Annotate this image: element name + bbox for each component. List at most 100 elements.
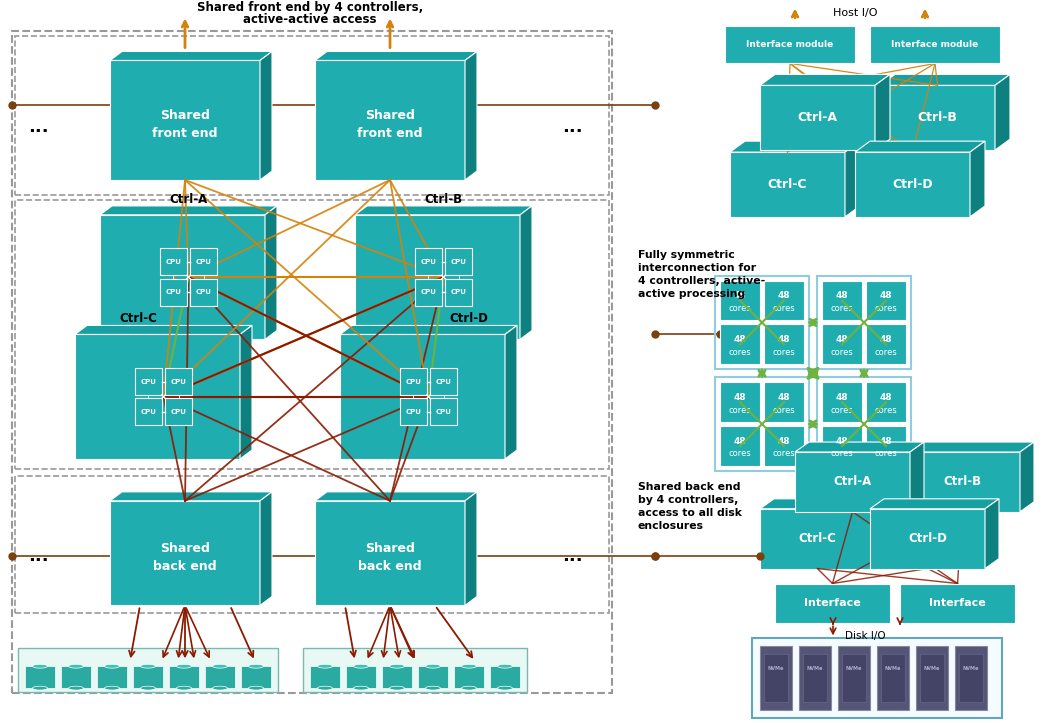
Polygon shape (985, 499, 999, 568)
Polygon shape (760, 74, 890, 85)
Ellipse shape (318, 664, 332, 668)
Text: ...: ... (561, 118, 582, 136)
Ellipse shape (69, 664, 83, 668)
Text: CPU: CPU (450, 289, 466, 295)
Text: cores: cores (729, 348, 751, 357)
Text: CPU: CPU (405, 409, 421, 415)
Ellipse shape (425, 664, 441, 668)
Text: 48: 48 (880, 335, 893, 344)
FancyBboxPatch shape (18, 649, 279, 692)
Text: CPU: CPU (436, 379, 452, 385)
Text: Ctrl-B: Ctrl-B (943, 476, 981, 489)
Text: Interface module: Interface module (891, 40, 979, 49)
Text: Ctrl-A: Ctrl-A (170, 193, 208, 206)
Text: Ctrl-D: Ctrl-D (449, 312, 487, 325)
Text: CPU: CPU (405, 379, 421, 385)
FancyBboxPatch shape (866, 325, 906, 364)
Polygon shape (75, 325, 252, 335)
Ellipse shape (425, 686, 441, 690)
Polygon shape (880, 74, 1010, 85)
Text: 48: 48 (733, 291, 746, 300)
FancyBboxPatch shape (838, 646, 870, 710)
Text: cores: cores (830, 450, 853, 458)
FancyBboxPatch shape (822, 426, 862, 466)
Text: Ctrl-A: Ctrl-A (833, 476, 871, 489)
Text: cores: cores (830, 304, 853, 313)
Ellipse shape (33, 686, 47, 690)
Text: 48: 48 (778, 437, 790, 446)
FancyBboxPatch shape (61, 666, 91, 688)
Polygon shape (110, 492, 272, 501)
Polygon shape (110, 501, 260, 605)
Text: cores: cores (772, 450, 795, 458)
Text: cores: cores (772, 406, 795, 415)
FancyBboxPatch shape (920, 654, 944, 702)
FancyBboxPatch shape (166, 398, 192, 425)
FancyBboxPatch shape (725, 25, 855, 64)
Polygon shape (855, 141, 985, 152)
Text: 48: 48 (880, 437, 893, 446)
Text: 48: 48 (778, 335, 790, 344)
Polygon shape (730, 152, 845, 217)
Polygon shape (760, 499, 889, 509)
Text: NVMe: NVMe (885, 666, 901, 671)
Text: front end: front end (358, 127, 423, 140)
FancyBboxPatch shape (822, 281, 862, 320)
Text: CPU: CPU (436, 409, 452, 415)
FancyBboxPatch shape (159, 249, 187, 275)
FancyBboxPatch shape (959, 654, 983, 702)
Text: Ctrl-B: Ctrl-B (424, 193, 462, 206)
Text: Interface module: Interface module (746, 40, 833, 49)
FancyBboxPatch shape (764, 325, 804, 364)
FancyBboxPatch shape (760, 646, 792, 710)
FancyBboxPatch shape (720, 426, 760, 466)
Text: cores: cores (875, 348, 898, 357)
Text: CPU: CPU (171, 409, 187, 415)
FancyBboxPatch shape (955, 646, 987, 710)
FancyBboxPatch shape (842, 654, 866, 702)
FancyBboxPatch shape (310, 666, 340, 688)
Text: Shared: Shared (160, 542, 210, 555)
Text: 48: 48 (733, 335, 746, 344)
FancyBboxPatch shape (764, 654, 788, 702)
Text: Ctrl-B: Ctrl-B (918, 111, 958, 124)
FancyBboxPatch shape (169, 666, 199, 688)
FancyBboxPatch shape (205, 666, 235, 688)
FancyBboxPatch shape (490, 666, 520, 688)
FancyBboxPatch shape (415, 279, 442, 306)
Text: CPU: CPU (166, 259, 181, 265)
Polygon shape (760, 85, 875, 150)
Ellipse shape (461, 686, 477, 690)
Text: Shared: Shared (365, 542, 415, 555)
Text: CPU: CPU (166, 289, 181, 295)
Text: NVMe: NVMe (924, 666, 940, 671)
Text: 48: 48 (880, 393, 893, 402)
Polygon shape (315, 492, 477, 501)
FancyBboxPatch shape (822, 382, 862, 422)
FancyBboxPatch shape (866, 426, 906, 466)
Polygon shape (465, 492, 477, 605)
FancyBboxPatch shape (866, 281, 906, 320)
FancyBboxPatch shape (720, 281, 760, 320)
Text: Ctrl-C: Ctrl-C (119, 312, 157, 325)
Ellipse shape (318, 686, 332, 690)
Text: Ctrl-D: Ctrl-D (893, 178, 933, 191)
Polygon shape (910, 442, 924, 512)
FancyBboxPatch shape (900, 583, 1015, 623)
FancyBboxPatch shape (418, 666, 448, 688)
Text: 48: 48 (733, 437, 746, 446)
Text: Ctrl-D: Ctrl-D (908, 532, 947, 545)
Ellipse shape (176, 664, 192, 668)
Ellipse shape (389, 664, 404, 668)
Polygon shape (340, 335, 505, 459)
Ellipse shape (498, 686, 513, 690)
FancyBboxPatch shape (764, 382, 804, 422)
Polygon shape (239, 325, 252, 459)
Text: CPU: CPU (196, 259, 212, 265)
Text: 48: 48 (836, 335, 848, 344)
FancyBboxPatch shape (400, 398, 427, 425)
Text: CPU: CPU (420, 289, 436, 295)
Text: Interface: Interface (804, 599, 861, 609)
FancyBboxPatch shape (877, 646, 909, 710)
FancyBboxPatch shape (159, 279, 187, 306)
